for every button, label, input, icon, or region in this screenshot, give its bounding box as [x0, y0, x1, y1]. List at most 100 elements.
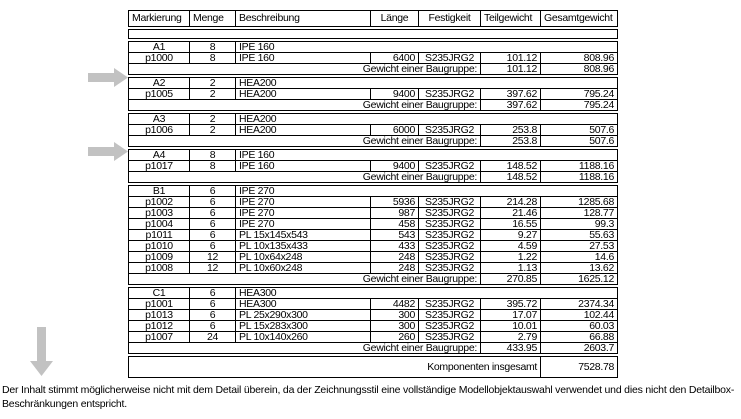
column-header: Gesamtgewicht [540, 10, 618, 27]
total-weight-cell: 1188.16 [540, 171, 618, 183]
mark-cell: p1004 [128, 218, 190, 230]
assembly-weight-label: Gewicht einer Baugruppe: [128, 273, 481, 285]
mark-cell: p1002 [128, 196, 190, 208]
length-cell: 260 [370, 331, 419, 343]
total-weight-cell: 2603.7 [539, 342, 619, 354]
total-weight-cell: 507.6 [539, 124, 619, 136]
part-weight-cell: 270.85 [480, 273, 541, 285]
length-cell: 248 [370, 251, 419, 263]
part-weight-cell: 395.72 [480, 298, 541, 310]
arrow-right-icon [88, 68, 128, 87]
assembly-group: B1 6 IPE 270 p1002 6 IPE 270 5936 S235JRG2 214.2… [128, 185, 618, 285]
assembly-weight-label: Gewicht einer Baugruppe: [128, 63, 481, 75]
assembly-weight-row: Gewicht einer Baugruppe: 101.12 808.96 [128, 63, 618, 75]
qty-cell: 6 [189, 229, 236, 241]
total-weight-cell: 55.63 [540, 229, 618, 241]
column-header: Länge [370, 10, 419, 27]
table-header: Markierung Menge Beschreibung Länge Festigke… [128, 10, 618, 27]
total-weight-cell: 808.96 [540, 63, 618, 75]
mark-cell: p1013 [128, 309, 190, 321]
part-weight-cell: 101.12 [480, 52, 541, 64]
group-header-row: A1 8 IPE 160 [128, 41, 618, 53]
grade-cell: S235JRG2 [418, 240, 481, 252]
material-list-table: Markierung Menge Beschreibung Länge Festigke… [127, 10, 620, 380]
assembly-weight-label: Gewicht einer Baugruppe: [128, 342, 481, 354]
part-weight-cell: 101.12 [480, 63, 541, 75]
length-cell: 458 [370, 218, 419, 230]
part-row: p1004 6 IPE 270 458 S235JRG2 16.55 99.3 [128, 218, 618, 230]
description-cell: IPE 270 [235, 185, 618, 197]
part-weight-cell: 10.01 [480, 320, 541, 332]
length-cell: 987 [370, 207, 419, 219]
part-row: p1009 12 PL 10x64x248 248 S235JRG2 1.22 14.6 [128, 251, 618, 263]
mark-cell: p1000 [128, 52, 190, 64]
group-header-row: C1 6 HEA300 [128, 287, 619, 299]
qty-cell: 6 [189, 287, 236, 299]
qty-cell: 2 [189, 113, 236, 125]
description-cell: HEA200 [235, 124, 371, 136]
assembly-weight-row: Gewicht einer Baugruppe: 148.52 1188.16 [128, 171, 618, 183]
components-total: Komponenten insgesamt 7528.78 [127, 356, 619, 378]
qty-cell: 6 [189, 218, 236, 230]
header-row: Markierung Menge Beschreibung Länge Festigke… [128, 10, 618, 27]
arrow-right-icon [88, 142, 128, 161]
qty-cell: 6 [189, 240, 236, 252]
part-weight-cell: 17.07 [480, 309, 541, 321]
total-weight-cell: 128.77 [540, 207, 618, 219]
part-row: p1007 24 PL 10x140x260 260 S235JRG2 2.79 66.88 [128, 331, 619, 343]
part-weight-cell: 4.59 [480, 240, 541, 252]
mark-cell: C1 [128, 287, 190, 299]
total-row: Komponenten insgesamt 7528.78 [127, 356, 619, 378]
total-weight-cell: 60.03 [539, 320, 619, 332]
mark-cell: p1011 [128, 229, 190, 241]
description-cell: PL 10x64x248 [235, 251, 371, 263]
part-weight-cell: 214.28 [480, 196, 541, 208]
arrow-down-icon [30, 327, 53, 376]
description-cell: IPE 270 [235, 218, 371, 230]
qty-cell: 2 [189, 77, 236, 89]
part-row: p1002 6 IPE 270 5936 S235JRG2 214.28 1285.68 [128, 196, 618, 208]
mark-cell: A4 [128, 149, 190, 161]
mark-cell: p1009 [128, 251, 190, 263]
part-weight-cell: 1.13 [480, 262, 541, 274]
group-header-row: A3 2 HEA200 [128, 113, 619, 125]
mark-cell: p1007 [128, 331, 190, 343]
part-row: p1013 6 PL 25x290x300 300 S235JRG2 17.07 102.4… [128, 309, 619, 321]
length-cell: 300 [370, 309, 419, 321]
description-cell: PL 15x283x300 [235, 320, 371, 332]
grade-cell: S235JRG2 [418, 262, 481, 274]
assembly-weight-label: Gewicht einer Baugruppe: [128, 171, 481, 183]
length-cell: 300 [370, 320, 419, 332]
description-cell: IPE 160 [235, 149, 618, 161]
group-header-row: A4 8 IPE 160 [128, 149, 618, 161]
part-row: p1006 2 HEA200 6000 S235JRG2 253.8 507.6 [128, 124, 619, 136]
qty-cell: 6 [189, 196, 236, 208]
part-row: p1010 6 PL 10x135x433 433 S235JRG2 4.59 27.53 [128, 240, 618, 252]
spacer-row [128, 29, 618, 39]
mark-cell: p1005 [128, 88, 190, 100]
qty-cell: 2 [189, 124, 236, 136]
assembly-weight-row: Gewicht einer Baugruppe: 253.8 507.6 [128, 135, 619, 147]
description-cell: PL 10x140x260 [235, 331, 371, 343]
total-weight-cell: 808.96 [540, 52, 618, 64]
mark-cell: p1003 [128, 207, 190, 219]
description-cell: HEA300 [235, 298, 371, 310]
part-weight-cell: 9.27 [480, 229, 541, 241]
description-cell: PL 15x145x543 [235, 229, 371, 241]
assembly-weight-row: Gewicht einer Baugruppe: 397.62 795.24 [128, 99, 619, 111]
assembly-weight-row: Gewicht einer Baugruppe: 433.95 2603.7 [128, 342, 619, 354]
grade-cell: S235JRG2 [418, 207, 481, 219]
part-row: p1011 6 PL 15x145x543 543 S235JRG2 9.27 55.63 [128, 229, 618, 241]
part-weight-cell: 253.8 [480, 124, 541, 136]
length-cell: 4482 [370, 298, 419, 310]
qty-cell: 6 [189, 309, 236, 321]
mark-cell: A3 [128, 113, 190, 125]
grade-cell: S235JRG2 [418, 160, 481, 172]
mark-cell: p1012 [128, 320, 190, 332]
grade-cell: S235JRG2 [418, 52, 481, 64]
qty-cell: 24 [189, 331, 236, 343]
part-row: p1001 6 HEA300 4482 S235JRG2 395.72 2374.34 [128, 298, 619, 310]
grade-cell: S235JRG2 [418, 251, 481, 263]
assembly-weight-label: Gewicht einer Baugruppe: [128, 135, 481, 147]
qty-cell: 8 [189, 160, 236, 172]
